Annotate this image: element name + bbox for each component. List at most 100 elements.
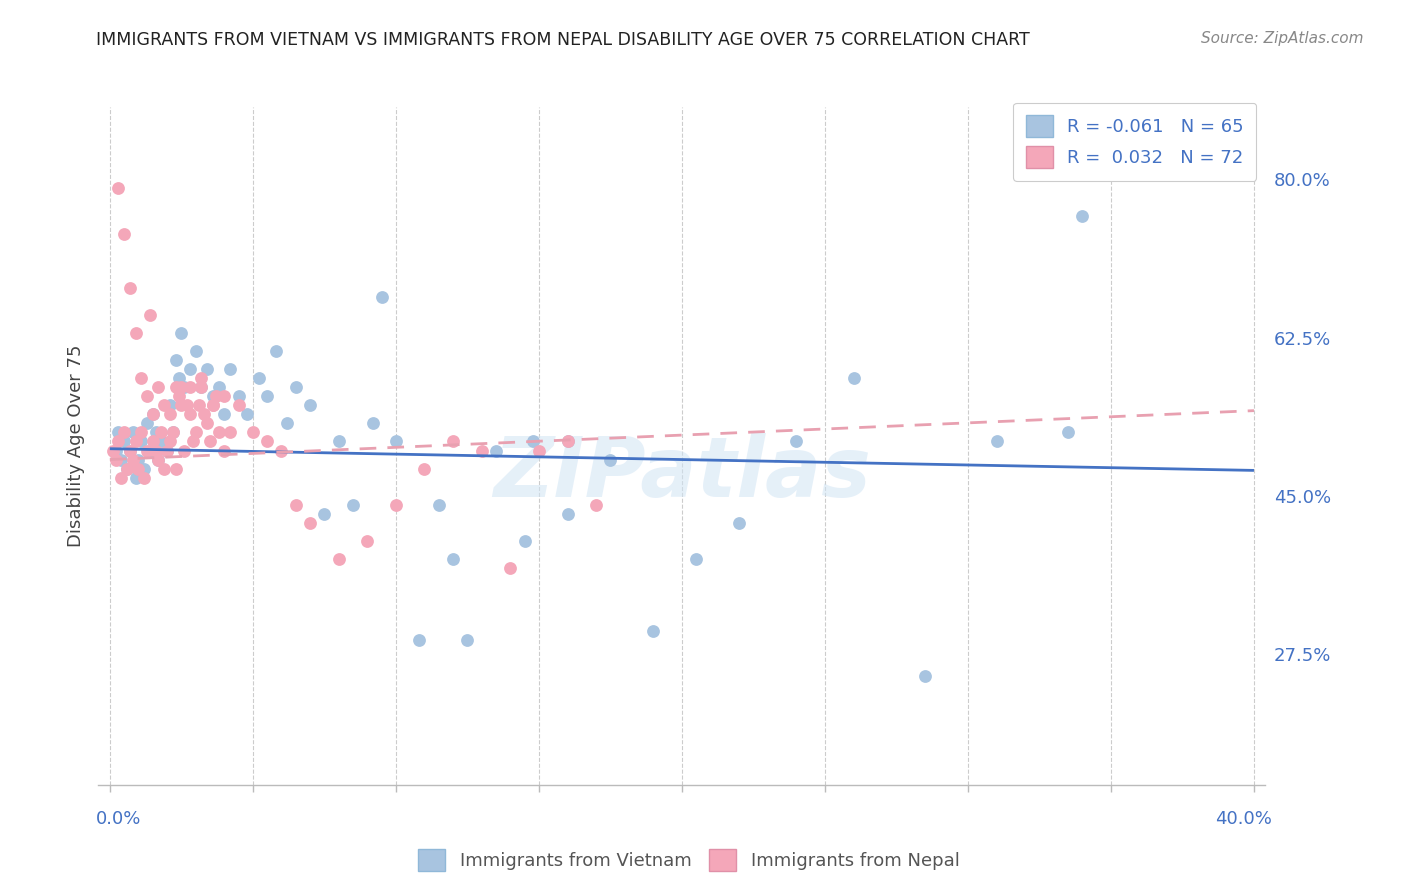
Point: [219, 362, 242, 376]
Point: [195, 417, 218, 431]
Point: [187, 398, 209, 412]
Point: [361, 417, 384, 431]
Point: [408, 633, 430, 648]
Legend: Immigrants from Vietnam, Immigrants from Nepal: Immigrants from Vietnam, Immigrants from…: [411, 842, 967, 879]
Point: [1057, 425, 1080, 440]
Point: [118, 443, 141, 458]
Point: [242, 425, 264, 440]
Point: [148, 452, 170, 467]
Point: [1071, 209, 1094, 223]
Point: [170, 398, 193, 412]
Legend: R = -0.061   N = 65, R =  0.032   N = 72: R = -0.061 N = 65, R = 0.032 N = 72: [1012, 103, 1257, 181]
Point: [181, 434, 204, 449]
Point: [121, 452, 143, 467]
Point: [328, 552, 350, 566]
Point: [145, 443, 167, 458]
Point: [159, 398, 181, 412]
Point: [585, 498, 607, 512]
Point: [170, 380, 193, 394]
Text: 0.0%: 0.0%: [96, 810, 141, 828]
Point: [499, 561, 522, 575]
Point: [112, 425, 135, 440]
Point: [441, 434, 464, 449]
Point: [247, 371, 270, 385]
Point: [112, 227, 135, 241]
Point: [139, 443, 162, 458]
Point: [413, 461, 436, 475]
Point: [201, 398, 224, 412]
Point: [159, 408, 181, 422]
Point: [385, 498, 408, 512]
Point: [314, 507, 336, 521]
Point: [190, 380, 212, 394]
Point: [165, 380, 187, 394]
Point: [228, 398, 250, 412]
Point: [131, 425, 153, 440]
Point: [284, 498, 307, 512]
Point: [643, 624, 665, 639]
Point: [485, 443, 508, 458]
Point: [441, 552, 464, 566]
Point: [785, 434, 807, 449]
Point: [131, 434, 153, 449]
Point: [219, 425, 242, 440]
Point: [173, 443, 195, 458]
Point: [179, 380, 201, 394]
Point: [264, 344, 287, 359]
Point: [214, 443, 236, 458]
Point: [685, 552, 707, 566]
Point: [159, 434, 181, 449]
Point: [557, 507, 579, 521]
Point: [153, 461, 176, 475]
Point: [127, 461, 149, 475]
Point: [150, 425, 173, 440]
Point: [299, 516, 322, 530]
Point: [427, 498, 450, 512]
Point: [214, 408, 236, 422]
Point: [195, 362, 218, 376]
Point: [167, 371, 190, 385]
Point: [207, 380, 229, 394]
Point: [201, 398, 224, 412]
Point: [165, 461, 187, 475]
Point: [115, 461, 138, 475]
Point: [184, 425, 207, 440]
Text: ZIPatlas: ZIPatlas: [494, 433, 870, 514]
Point: [156, 443, 179, 458]
Point: [228, 389, 250, 403]
Point: [914, 669, 936, 683]
Point: [104, 452, 127, 467]
Point: [150, 434, 173, 449]
Point: [131, 371, 153, 385]
Point: [121, 425, 143, 440]
Point: [124, 470, 146, 484]
Point: [207, 425, 229, 440]
Point: [134, 461, 156, 475]
Point: [139, 308, 162, 322]
Point: [356, 533, 378, 548]
Point: [522, 434, 544, 449]
Point: [986, 434, 1008, 449]
Point: [557, 434, 579, 449]
Point: [173, 380, 195, 394]
Point: [190, 371, 212, 385]
Point: [214, 389, 236, 403]
Point: [370, 290, 392, 304]
Point: [104, 443, 127, 458]
Point: [110, 470, 132, 484]
Point: [162, 425, 184, 440]
Point: [107, 181, 129, 195]
Point: [145, 425, 167, 440]
Text: IMMIGRANTS FROM VIETNAM VS IMMIGRANTS FROM NEPAL DISABILITY AGE OVER 75 CORRELAT: IMMIGRANTS FROM VIETNAM VS IMMIGRANTS FR…: [96, 31, 1029, 49]
Point: [284, 380, 307, 394]
Point: [165, 353, 187, 368]
Point: [328, 434, 350, 449]
Point: [124, 326, 146, 340]
Point: [385, 434, 408, 449]
Point: [513, 533, 536, 548]
Point: [136, 417, 159, 431]
Point: [167, 389, 190, 403]
Point: [236, 408, 259, 422]
Point: [136, 443, 159, 458]
Point: [118, 281, 141, 295]
